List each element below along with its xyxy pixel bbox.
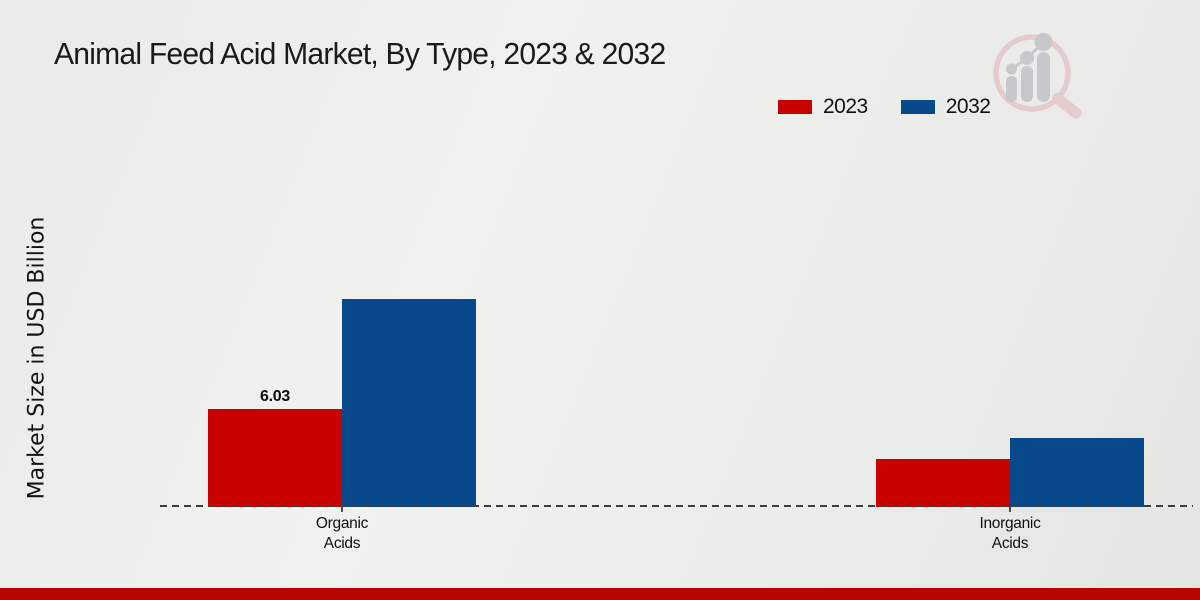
legend: 2023 2032 [778, 95, 991, 119]
bar-2032-inorganic-acids [1010, 438, 1144, 507]
category-label-inorganic-acids: Inorganic Acids [979, 515, 1041, 553]
legend-swatch-2032 [900, 100, 935, 114]
category-label-organic-acids: Organic Acids [315, 515, 369, 553]
brand-watermark-logo [993, 33, 1082, 119]
legend-item-2032: 2032 [900, 95, 991, 119]
x-axis-tick-organic-acids [341, 507, 343, 512]
bar-2023-organic-acids [208, 409, 342, 507]
footer-accent-bar [0, 588, 1200, 600]
legend-label-2032: 2032 [945, 95, 991, 118]
growth-bars-icon [1006, 33, 1053, 102]
legend-label-2023: 2023 [823, 95, 868, 118]
legend-item-2023: 2023 [778, 95, 868, 119]
x-axis-tick-inorganic-acids [1009, 507, 1011, 512]
chart-title: Animal Feed Acid Market, By Type, 2023 &… [54, 36, 666, 71]
bar-value-label-2023-organic-acids: 6.03 [260, 388, 290, 405]
legend-swatch-2023 [778, 100, 812, 114]
bar-2032-organic-acids [342, 299, 476, 507]
x-axis-baseline [160, 505, 1193, 507]
bar-2023-inorganic-acids [876, 459, 1010, 507]
magnifier-icon [993, 34, 1082, 119]
